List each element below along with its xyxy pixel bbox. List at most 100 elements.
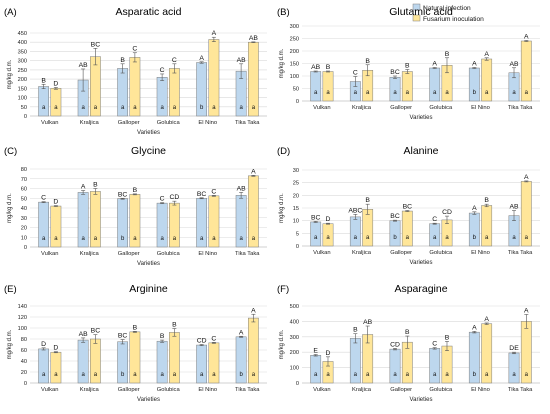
y-tick-label: 200 [290,49,299,55]
significance-letter: AB [79,62,89,69]
inner-letter: a [252,105,256,111]
bar-fusarium [50,351,62,384]
significance-letter: B [353,327,358,334]
significance-letter: C [211,188,216,195]
significance-letter: D [53,199,58,206]
y-tick-label: 25 [293,181,299,187]
inner-letter: a [54,236,58,242]
significance-letter: B [133,187,138,194]
significance-letter: C [211,335,216,342]
inner-letter: b [473,235,477,241]
significance-letter: AB [509,204,519,211]
bar-natural [508,352,520,384]
y-tick-label: 100 [290,74,299,80]
y-tick-label: 40 [21,206,27,212]
y-tick-label: 400 [290,319,299,325]
inner-letter: a [354,372,358,378]
significance-letter: CD [169,194,179,201]
significance-letter: CD [197,338,207,345]
inner-letter: a [326,90,330,96]
panel-label: (D) [277,146,290,157]
x-axis-title: Varieties [410,260,433,266]
y-tick-label: 450 [18,31,27,37]
y-tick-label: 300 [18,59,27,65]
y-tick-label: 0 [296,381,299,387]
significance-letter: D [326,350,331,357]
x-tick-label: Kraljica [80,251,100,257]
y-tick-label: 100 [18,326,27,332]
bar-fusarium [401,71,413,102]
x-tick-label: Kraljica [352,387,372,393]
significance-letter: C [160,196,165,203]
inner-letter: a [512,372,516,378]
panel-alanine: (D) Alanine 0 5 10 15 20 25 30 mg/kg d.m. Varietie… [277,145,540,266]
x-axis-title: Varieties [410,115,433,121]
y-tick-label: 150 [290,62,299,68]
significance-letter: A [472,324,477,331]
significance-letter: B [133,324,138,331]
y-tick-label: 0 [296,244,299,250]
significance-letter: AB [363,319,373,326]
y-tick-label: 15 [293,206,299,212]
x-tick-label: Kraljica [352,105,372,111]
panel-glycine: (C) Glycine 0 10 20 30 40 50 60 70 80 mg/kg d.m. Var… [4,145,267,267]
panel-title: Alanine [403,145,438,157]
inner-letter: a [94,105,98,111]
significance-letter: C [41,195,46,202]
y-axis-title: mg/kg d.m. [7,193,13,223]
x-tick-label: El Nino [471,105,490,111]
inner-letter: a [42,372,46,378]
x-tick-label: Tika Taka [235,120,260,126]
inner-letter: a [433,235,437,241]
significance-letter: C [172,57,177,64]
x-tick-label: Tika Taka [508,387,533,393]
significance-letter: BC [403,204,413,211]
y-tick-label: 300 [290,335,299,341]
significance-letter: AB [237,185,247,192]
inner-letter: a [314,90,318,96]
inner-letter: a [212,236,216,242]
significance-letter: A [212,30,217,37]
significance-letter: CD [390,341,400,348]
panel-label: (C) [4,146,17,157]
significance-letter: B [365,58,370,65]
significance-letter: A [524,174,529,181]
y-tick-label: 20 [21,226,27,232]
significance-letter: BC [390,69,400,76]
inner-letter: a [94,236,98,242]
inner-letter: a [239,105,243,111]
significance-letter: BC [118,191,128,198]
inner-letter: a [433,372,437,378]
inner-letter: a [485,235,489,241]
significance-letter: BC [91,328,101,335]
bar-natural [310,355,322,384]
bar-natural [38,86,49,117]
significance-letter: BC [118,333,128,340]
significance-letter: B [405,329,410,336]
inner-letter: a [160,372,164,378]
x-tick-label: El Nino [198,251,217,257]
x-tick-label: Kraljica [80,387,100,393]
x-tick-label: Tika Taka [235,387,260,393]
significance-letter: A [484,51,489,58]
significance-letter: B [445,51,450,58]
significance-letter: A [432,61,437,68]
panel-title: Asparagine [394,283,447,295]
bar-natural [468,212,480,247]
bar-fusarium [322,71,334,102]
y-tick-label: 400 [18,40,27,46]
inner-letter: a [160,236,164,242]
y-axis-title: mg/kg d.m. [7,329,13,359]
legend-label-natural: Natural infection [423,5,471,12]
inner-letter: a [445,90,449,96]
significance-letter: AB [311,64,321,71]
x-tick-label: Golubica [157,251,181,257]
significance-letter: C [132,46,137,53]
significance-letter: A [524,307,529,314]
x-tick-label: Tika Taka [508,250,533,256]
inner-letter: a [406,90,410,96]
inner-letter: a [406,372,410,378]
inner-letter: a [354,235,358,241]
x-tick-label: Golubica [157,120,181,126]
legend-swatch-natural [412,3,421,11]
